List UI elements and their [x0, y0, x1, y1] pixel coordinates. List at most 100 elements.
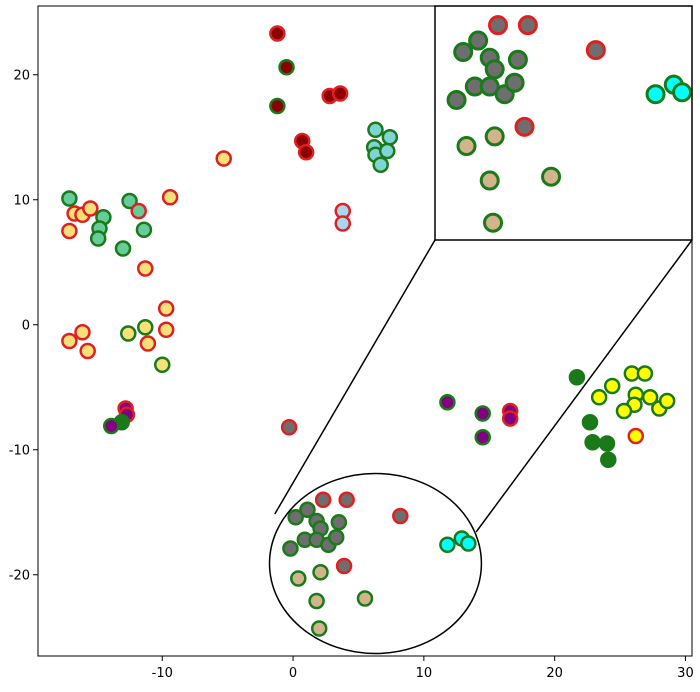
data-point	[114, 240, 132, 257]
data-point	[82, 200, 99, 217]
inset-data-point	[484, 59, 505, 80]
x-tick-label: 20	[546, 666, 563, 681]
points-layer	[61, 25, 676, 637]
inset-data-point	[514, 116, 535, 137]
data-point	[314, 491, 332, 508]
data-point	[130, 202, 147, 220]
inset-data-point	[484, 126, 505, 147]
axes: -10 0 10 20 30 -20 -10 0 10 20	[9, 5, 694, 681]
data-point	[367, 121, 384, 138]
data-point	[600, 451, 617, 468]
data-point	[297, 144, 315, 161]
data-point	[139, 335, 157, 352]
zoom-annotation	[268, 239, 693, 655]
inset-data-point	[456, 136, 477, 157]
data-point	[330, 514, 348, 531]
data-point	[392, 507, 409, 525]
inset-data-point	[645, 84, 666, 105]
data-point	[381, 129, 399, 146]
data-point	[308, 592, 325, 610]
y-tick-label: -20	[9, 568, 30, 583]
data-point	[615, 402, 633, 420]
inset-data-point	[483, 212, 504, 233]
y-tick-label: -10	[9, 443, 30, 458]
zoom-inset	[434, 5, 693, 241]
data-point	[439, 394, 456, 411]
x-tick-label: 10	[416, 666, 433, 681]
data-point	[269, 25, 286, 42]
data-point	[102, 417, 120, 435]
data-point	[61, 222, 78, 240]
data-point	[331, 85, 349, 102]
y-tick-label: 10	[13, 193, 30, 208]
inset-data-point	[468, 30, 489, 51]
x-tick-label: 30	[677, 666, 694, 681]
data-point	[278, 59, 295, 76]
data-point	[474, 405, 491, 422]
inset-data-point	[488, 15, 509, 36]
data-point	[584, 434, 601, 451]
data-point	[61, 332, 78, 350]
inset-data-point	[453, 42, 474, 63]
plot-frame	[37, 5, 693, 657]
data-point	[299, 501, 316, 518]
x-tick-label: 0	[289, 666, 297, 681]
data-point	[356, 590, 374, 607]
data-point	[636, 365, 654, 382]
data-point	[282, 540, 299, 557]
data-point	[338, 491, 355, 508]
data-point	[312, 564, 329, 581]
inset-data-point	[446, 89, 467, 110]
data-point	[581, 414, 599, 431]
inset-data-point	[585, 40, 606, 61]
data-point	[287, 509, 304, 526]
inset-data-point	[541, 166, 562, 187]
data-point	[137, 319, 154, 336]
inset-data-point	[504, 72, 525, 93]
data-point	[61, 190, 78, 207]
data-point	[439, 536, 456, 553]
data-point	[157, 321, 175, 338]
data-point	[627, 427, 645, 445]
zoom-connector-right	[475, 239, 693, 533]
inset-data-point	[507, 49, 528, 70]
data-point	[334, 215, 352, 232]
data-point	[135, 221, 153, 238]
zoom-ellipse	[268, 472, 483, 655]
data-point	[269, 97, 286, 115]
data-point	[161, 189, 179, 206]
data-point	[327, 529, 345, 546]
inset-data-point	[479, 170, 500, 191]
data-point	[460, 535, 477, 552]
data-point	[568, 369, 586, 386]
data-point	[658, 392, 676, 410]
data-point	[603, 377, 621, 395]
data-point	[641, 389, 659, 406]
x-tick-label: -10	[152, 666, 173, 681]
data-point	[474, 429, 491, 446]
data-point	[335, 557, 353, 575]
data-point	[137, 260, 154, 277]
data-point	[157, 300, 175, 317]
data-point	[590, 389, 608, 406]
inset-data-point	[517, 15, 538, 36]
zoom-connector-left	[274, 239, 436, 515]
data-point	[290, 570, 307, 587]
data-point	[501, 410, 519, 427]
y-tick-label: 20	[13, 68, 30, 83]
data-point	[79, 342, 96, 360]
data-point	[378, 142, 396, 160]
y-tick-label: 0	[22, 318, 30, 333]
inset-data-point	[672, 82, 693, 103]
data-point	[215, 150, 232, 167]
data-point	[372, 156, 389, 173]
data-point	[154, 356, 171, 373]
data-point	[89, 230, 107, 247]
data-point	[280, 419, 298, 436]
data-point	[121, 192, 138, 210]
data-point	[74, 324, 91, 341]
inset-data-point	[479, 76, 500, 97]
data-point	[598, 435, 616, 452]
data-point	[120, 325, 137, 342]
